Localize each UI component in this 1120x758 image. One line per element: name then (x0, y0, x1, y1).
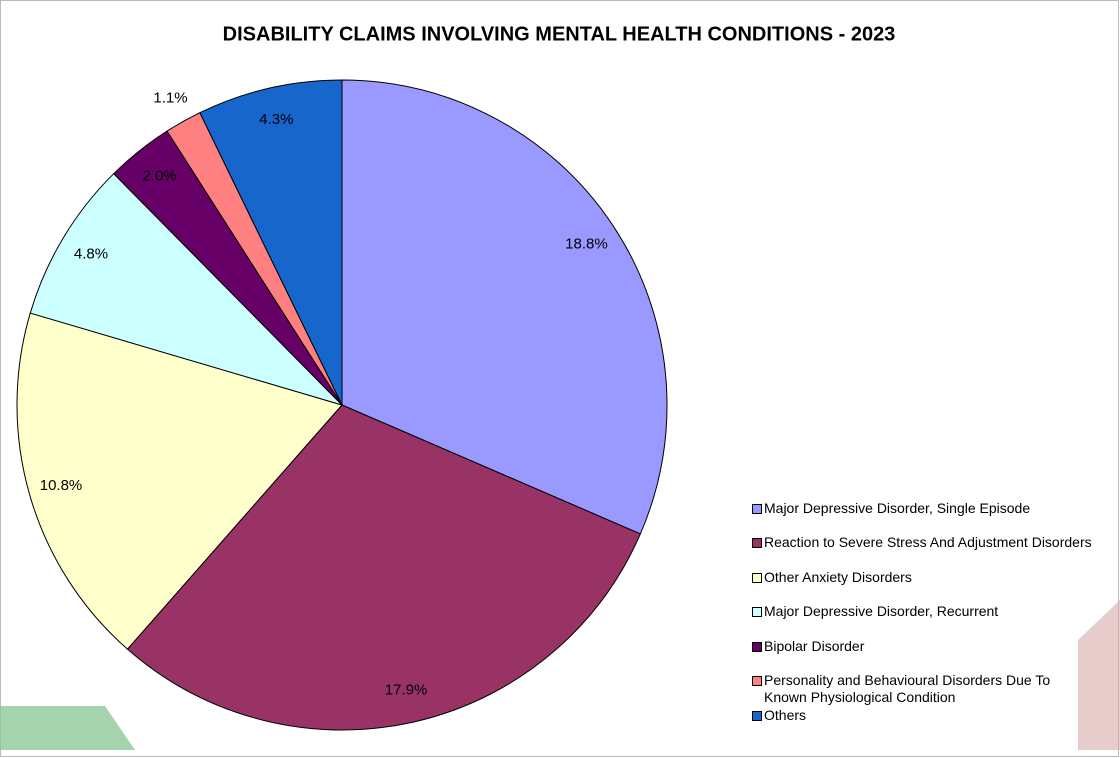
legend-label: Major Depressive Disorder, Single Episod… (764, 500, 1031, 516)
legend-swatch (752, 642, 762, 652)
pie (16, 79, 668, 731)
data-label: 4.3% (259, 111, 293, 128)
data-label: 17.9% (385, 681, 428, 698)
legend-label: Major Depressive Disorder, Recurrent (764, 603, 999, 619)
data-label: 10.8% (40, 477, 83, 494)
legend-swatch (752, 711, 762, 721)
data-labels: 18.8% 17.9% 10.8% 4.8% 2.0% 1.1% 4.3% (40, 90, 608, 699)
legend-item: Personality and Behavioural Disorders Du… (752, 672, 1092, 706)
legend-swatch (752, 573, 762, 583)
legend-item: Others (752, 707, 1092, 724)
legend-item: Bipolar Disorder (752, 638, 1092, 655)
decoration (1078, 600, 1120, 750)
pie-slice (199, 79, 343, 406)
chart-title: DISABILITY CLAIMS INVOLVING MENTAL HEALT… (223, 23, 896, 45)
legend-label: Personality and Behavioural Disorders Du… (764, 672, 1051, 705)
pie-slice (341, 79, 668, 535)
legend-label: Other Anxiety Disorders (764, 569, 912, 585)
pie-slice (16, 312, 343, 650)
decoration (0, 706, 135, 750)
legend-label: Bipolar Disorder (764, 638, 865, 654)
legend-swatch (752, 676, 762, 686)
legend-item: Other Anxiety Disorders (752, 569, 1092, 586)
legend-swatch (752, 504, 762, 514)
legend-item: Major Depressive Disorder, Recurrent (752, 603, 1092, 620)
data-label: 2.0% (142, 167, 176, 184)
pie-slice (126, 404, 642, 731)
pie-slice (29, 172, 343, 406)
legend-label: Reaction to Severe Stress And Adjustment… (764, 534, 1092, 550)
data-label: 4.8% (74, 246, 108, 263)
legend-item: Major Depressive Disorder, Single Episod… (752, 500, 1092, 517)
legend-swatch (752, 538, 762, 548)
legend-item: Reaction to Severe Stress And Adjustment… (752, 534, 1092, 551)
data-label: 18.8% (565, 235, 608, 252)
legend-label: Others (764, 707, 807, 723)
legend-swatch (752, 607, 762, 617)
data-label: 1.1% (153, 90, 187, 107)
